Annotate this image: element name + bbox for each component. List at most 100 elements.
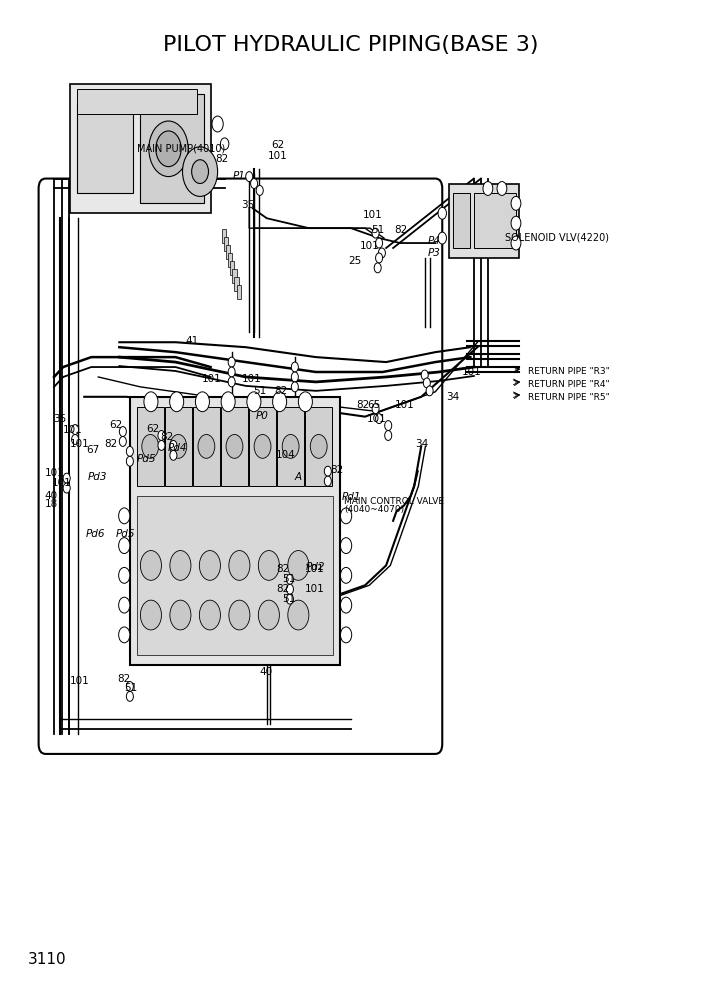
Bar — [453, 193, 470, 248]
Circle shape — [156, 131, 181, 167]
Bar — [140, 94, 204, 203]
Bar — [221, 407, 248, 486]
Circle shape — [220, 138, 229, 150]
Text: RETURN PIPE "R3": RETURN PIPE "R3" — [528, 367, 609, 377]
Bar — [305, 407, 332, 486]
Circle shape — [119, 508, 130, 524]
Circle shape — [126, 456, 133, 466]
Circle shape — [291, 362, 298, 372]
Circle shape — [247, 392, 261, 412]
Circle shape — [144, 392, 158, 412]
Circle shape — [228, 367, 235, 377]
Text: PILOT HYDRAULIC PIPING(BASE 3): PILOT HYDRAULIC PIPING(BASE 3) — [164, 35, 538, 55]
Text: RETURN PIPE "R5": RETURN PIPE "R5" — [528, 393, 609, 403]
Bar — [224, 237, 228, 251]
Circle shape — [340, 538, 352, 554]
Circle shape — [72, 434, 79, 444]
Text: P3: P3 — [428, 248, 441, 258]
Bar — [237, 285, 241, 299]
Text: Pd2: Pd2 — [305, 562, 325, 572]
Circle shape — [149, 121, 188, 177]
Bar — [277, 407, 304, 486]
Bar — [474, 193, 516, 248]
Circle shape — [158, 440, 165, 450]
Text: 82: 82 — [395, 225, 408, 235]
Bar — [249, 407, 276, 486]
Text: 62: 62 — [110, 420, 123, 430]
Text: 65: 65 — [367, 400, 380, 410]
Circle shape — [195, 392, 209, 412]
Circle shape — [385, 431, 392, 440]
Bar — [230, 261, 234, 275]
Circle shape — [511, 216, 521, 230]
Circle shape — [119, 567, 130, 583]
Circle shape — [340, 627, 352, 643]
Circle shape — [438, 207, 446, 219]
Circle shape — [183, 147, 218, 196]
Text: 82: 82 — [331, 465, 344, 475]
Text: 82: 82 — [277, 584, 290, 594]
Text: Pd6: Pd6 — [86, 529, 105, 539]
Circle shape — [119, 597, 130, 613]
Text: (4040~4070): (4040~4070) — [344, 505, 404, 514]
Circle shape — [229, 551, 250, 580]
Text: 101: 101 — [52, 478, 72, 488]
Text: 101: 101 — [241, 374, 261, 384]
Bar — [77, 104, 133, 193]
Text: 34: 34 — [415, 439, 428, 449]
Text: 82: 82 — [117, 674, 131, 683]
Circle shape — [72, 425, 79, 434]
Circle shape — [126, 682, 133, 691]
Text: 82: 82 — [274, 386, 287, 396]
Circle shape — [385, 421, 392, 431]
Text: Pd1: Pd1 — [341, 492, 361, 502]
Circle shape — [376, 238, 383, 248]
Bar — [193, 407, 220, 486]
Text: 35: 35 — [241, 200, 255, 210]
Text: P1: P1 — [233, 171, 246, 181]
Text: 34: 34 — [446, 392, 460, 402]
Bar — [130, 397, 340, 665]
Circle shape — [246, 172, 253, 182]
Text: 82: 82 — [357, 400, 370, 410]
Text: 101: 101 — [70, 676, 90, 685]
Text: 101: 101 — [201, 374, 221, 384]
Circle shape — [158, 431, 165, 440]
Circle shape — [170, 440, 177, 450]
Text: 101: 101 — [63, 425, 83, 434]
Text: MAIN CONTROL VALVE: MAIN CONTROL VALVE — [344, 497, 444, 506]
Circle shape — [256, 186, 263, 195]
Circle shape — [497, 182, 507, 195]
Circle shape — [378, 248, 385, 258]
Circle shape — [340, 508, 352, 524]
Circle shape — [288, 551, 309, 580]
Text: 25: 25 — [348, 256, 362, 266]
Text: SOLENOID VLV(4220): SOLENOID VLV(4220) — [505, 232, 609, 242]
Text: 101: 101 — [367, 414, 387, 424]
Text: Pd4: Pd4 — [168, 443, 187, 453]
Circle shape — [340, 567, 352, 583]
Circle shape — [170, 434, 187, 458]
Text: 101: 101 — [305, 564, 324, 574]
Circle shape — [126, 691, 133, 701]
Circle shape — [170, 551, 191, 580]
Text: 51: 51 — [282, 574, 296, 584]
Text: 51: 51 — [371, 225, 385, 235]
Circle shape — [258, 551, 279, 580]
Text: 82: 82 — [216, 154, 229, 164]
Bar — [70, 84, 211, 213]
Circle shape — [170, 392, 184, 412]
Text: Pd3: Pd3 — [88, 472, 107, 482]
Text: 101: 101 — [45, 468, 65, 478]
Circle shape — [142, 434, 159, 458]
Circle shape — [483, 182, 493, 195]
Circle shape — [119, 538, 130, 554]
Circle shape — [288, 600, 309, 630]
Circle shape — [298, 392, 312, 412]
Circle shape — [63, 473, 70, 483]
Text: 101: 101 — [395, 400, 414, 410]
Text: 62: 62 — [146, 424, 159, 434]
Circle shape — [258, 600, 279, 630]
Circle shape — [372, 404, 379, 414]
Text: 101: 101 — [267, 151, 287, 161]
